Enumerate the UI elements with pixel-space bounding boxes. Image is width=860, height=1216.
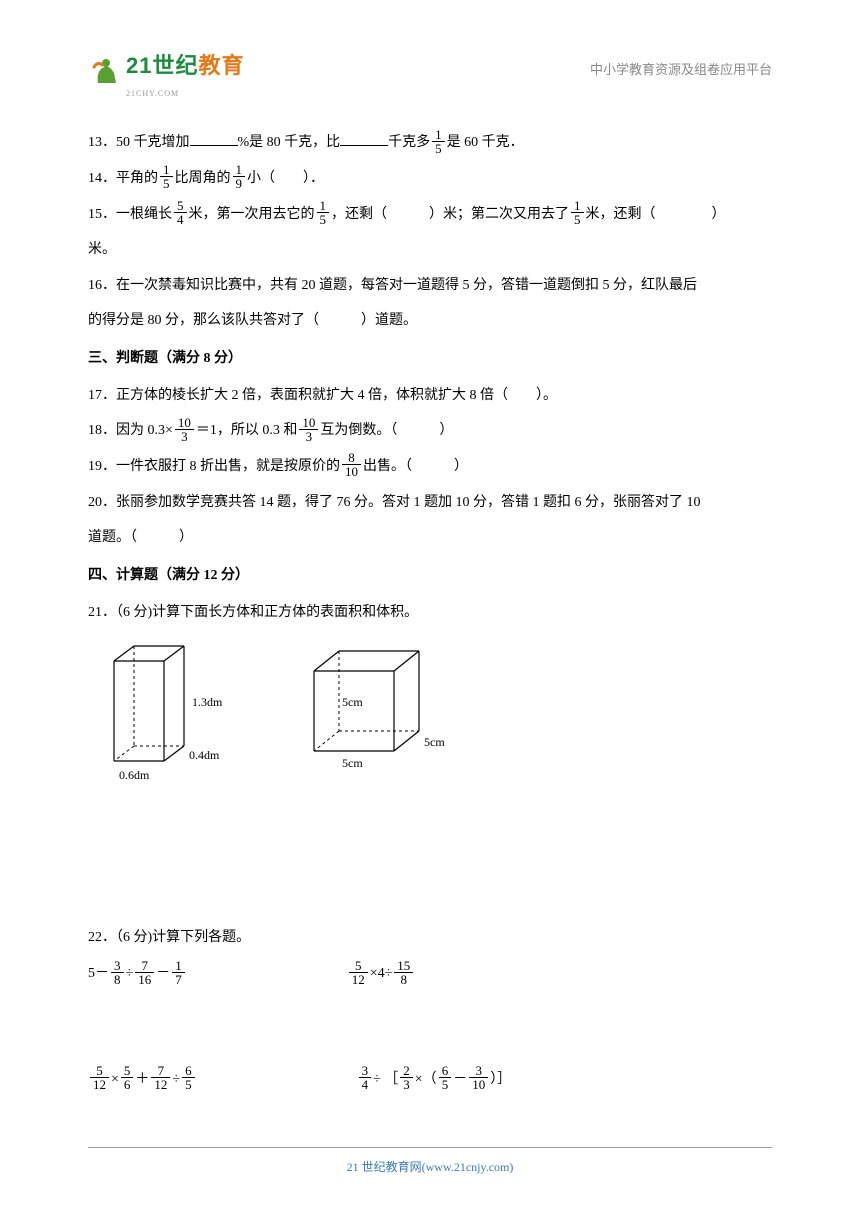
footer-text: 21 世纪教育网(www.21cnjy.com) (347, 1160, 514, 1174)
logo: 21世纪教育 21CHY.COM (88, 42, 245, 98)
expr-1: 5－38÷716－17 (88, 959, 187, 990)
cuboid-depth-label: 0.4dm (189, 748, 220, 762)
diagram-row: 1.3dm 0.4dm 0.6dm 5cm 5cm 5cm (104, 641, 772, 801)
question-19: 19．一件衣服打 8 折出售，就是按原价的810出售。（ ） (88, 450, 772, 484)
page-header: 21世纪教育 21CHY.COM 中小学教育资源及组卷应用平台 (88, 42, 772, 104)
blank (190, 130, 238, 146)
calc-row-1: 5－38÷716－17 512×4÷158 (88, 959, 772, 990)
fraction: 103 (175, 416, 194, 443)
question-14: 14．平角的15比周角的19小（ ）． (88, 162, 772, 196)
cuboid-height-label: 1.3dm (192, 695, 223, 709)
logo-text: 21世纪教育 21CHY.COM (126, 42, 245, 98)
expr-3: 512×56＋712÷65 (88, 1065, 197, 1096)
logo-text-sub: 教育 (198, 53, 244, 78)
logo-icon (88, 53, 122, 87)
question-16-line1: 16．在一次禁毒知识比赛中，共有 20 道题，每答对一道题得 5 分，答错一道题… (88, 269, 772, 303)
question-13: 13．50 千克增加%是 80 千克，比千克多15是 60 千克． (88, 126, 772, 160)
fraction: 103 (299, 416, 318, 443)
logo-text-main: 21世纪 (126, 53, 198, 78)
fraction: 19 (233, 163, 246, 190)
question-22: 22．（6 分)计算下列各题。 (88, 921, 772, 955)
question-20-line2: 道题。（ ） (88, 521, 772, 555)
fraction: 15 (432, 128, 445, 155)
question-17: 17．正方体的棱长扩大 2 倍，表面积就扩大 4 倍，体积就扩大 8 倍（ ）。 (88, 379, 772, 413)
fraction: 15 (317, 199, 330, 226)
section-4-title: 四、计算题（满分 12 分） (88, 561, 772, 592)
cube-side-label-3: 5cm (342, 756, 363, 770)
question-15-line2: 米。 (88, 233, 772, 267)
fraction: 15 (571, 199, 584, 226)
section-3-title: 三、判断题（满分 8 分） (88, 344, 772, 375)
cube-diagram: 5cm 5cm 5cm (304, 641, 464, 801)
cuboid-width-label: 0.6dm (119, 768, 150, 782)
cube-side-label-2: 5cm (424, 735, 445, 749)
expr-4: 34÷ ［23×（65－310）］ (357, 1065, 512, 1096)
fraction: 54 (174, 199, 187, 226)
question-18: 18．因为 0.3×103＝1，所以 0.3 和103互为倒数。（ ） (88, 414, 772, 448)
question-16-line2: 的得分是 80 分，那么该队共答对了（ ）道题。 (88, 304, 772, 338)
question-20-line1: 20．张丽参加数学竞赛共答 14 题，得了 76 分。答对 1 题加 10 分，… (88, 486, 772, 520)
question-15: 15．一根绳长54米，第一次用去它的15，还剩（ ）米；第二次又用去了15米，还… (88, 198, 772, 232)
calc-row-2: 512×56＋712÷65 34÷ ［23×（65－310）］ (88, 1065, 772, 1096)
fraction: 15 (160, 163, 173, 190)
blank (340, 130, 388, 146)
question-21: 21．（6 分)计算下面长方体和正方体的表面积和体积。 (88, 596, 772, 630)
fraction: 810 (342, 451, 361, 478)
page-footer: 21 世纪教育网(www.21cnjy.com) (88, 1147, 772, 1180)
cube-side-label-1: 5cm (342, 695, 363, 709)
cuboid-diagram: 1.3dm 0.4dm 0.6dm (104, 641, 244, 801)
header-right-text: 中小学教育资源及组卷应用平台 (590, 56, 772, 85)
expr-2: 512×4÷158 (347, 959, 416, 990)
